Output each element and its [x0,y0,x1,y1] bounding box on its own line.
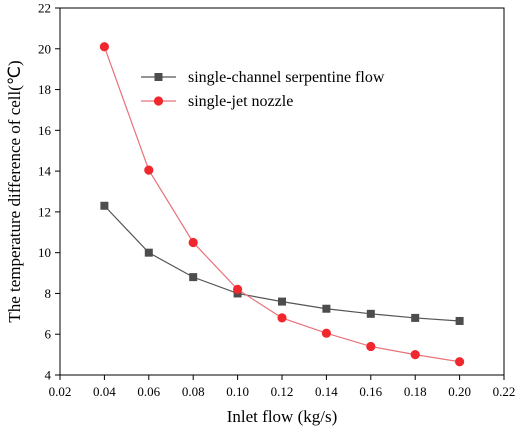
data-point [410,350,420,360]
series-2 [99,42,465,367]
data-point [278,297,286,306]
legend-marker [153,96,164,106]
data-point [100,201,109,210]
x-tick-label: 0.14 [315,384,338,399]
y-tick-label: 14 [38,164,52,179]
data-point [455,357,465,367]
legend-item: single-jet nozzle [141,93,293,110]
x-tick-label: 0.22 [493,384,516,399]
data-point [99,42,109,52]
data-point [144,165,154,175]
x-tick-label: 0.18 [404,384,427,399]
data-point [144,248,153,257]
x-tick-label: 0.06 [137,384,160,399]
x-axis-ticks: 0.02 0.04 0.06 0.08 0.10 0.12 0.14 0.16 0.18 0.20… [49,375,516,399]
legend-marker [154,73,163,81]
data-point [322,304,331,313]
y-tick-label: 6 [45,327,52,342]
data-point [366,341,376,352]
x-tick-label: 0.10 [226,384,249,399]
y-axis-ticks: 4 6 8 10 12 14 16 18 20 22 [38,1,60,383]
y-tick-label: 22 [38,1,51,16]
y-tick-label: 16 [38,123,52,138]
y-tick-label: 10 [38,245,51,260]
series-layer [99,42,465,367]
legend: single-channel serpentine flow single-jet… [141,69,385,110]
x-tick-label: 0.20 [448,384,471,399]
x-tick-label: 0.12 [271,384,294,399]
y-tick-label: 12 [38,204,51,219]
y-tick-label: 4 [45,368,52,383]
x-tick-label: 0.16 [359,384,382,399]
data-point [188,237,198,248]
x-tick-label: 0.02 [49,384,72,399]
data-point [411,313,420,322]
y-tick-label: 20 [38,41,51,56]
x-tick-label: 0.08 [182,384,205,399]
legend-item: single-channel serpentine flow [141,69,385,86]
legend-label: single-channel serpentine flow [188,69,385,86]
y-tick-label: 18 [38,82,51,97]
series-1 [100,201,464,325]
y-axis-label: The temperature difference of cell(℃) [5,60,24,322]
data-point [455,316,464,325]
data-point [233,284,243,294]
legend-label: single-jet nozzle [188,93,293,110]
x-tick-label: 0.04 [93,384,116,399]
x-axis-label: Inlet flow (kg/s) [227,407,337,426]
y-tick-label: 8 [45,286,52,301]
data-point [189,273,198,282]
data-point [277,313,287,323]
data-point [366,309,375,318]
data-point [321,328,331,338]
